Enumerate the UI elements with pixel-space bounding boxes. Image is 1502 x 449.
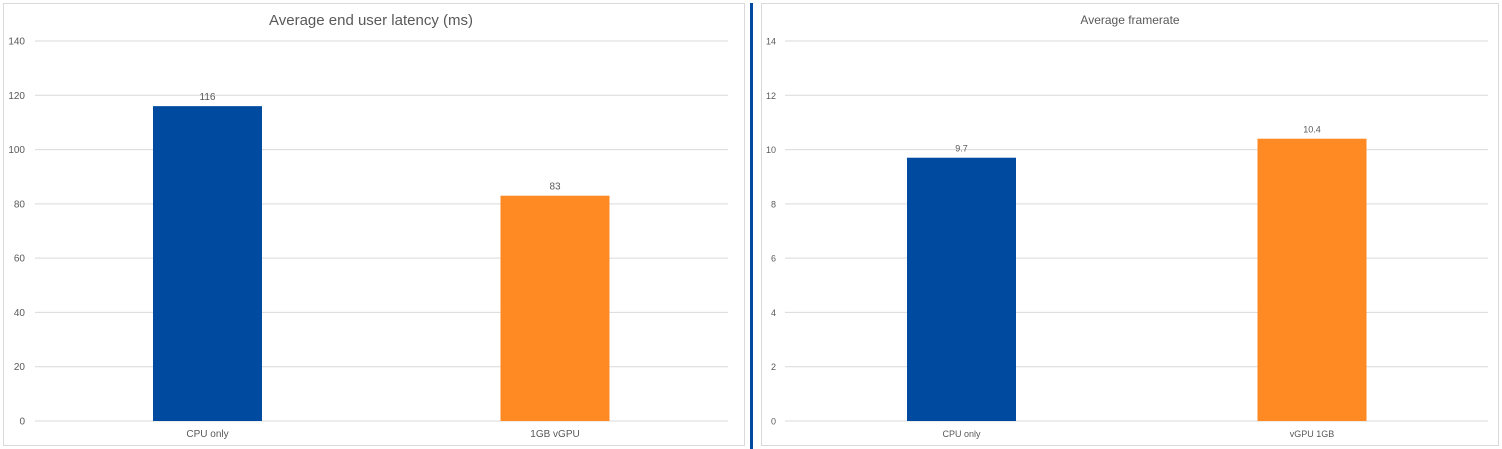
x-category-label: CPU only [186,429,228,440]
data-label: 83 [549,182,561,193]
data-label: 116 [200,92,216,103]
y-tick-label: 0 [771,417,776,427]
chart-framerate: Average framerate 0 2 4 6 8 10 12 14 9.7 CPU only 1… [766,13,1488,439]
y-tick-label: 60 [14,254,26,265]
y-tick-label: 10 [766,145,776,155]
y-tick-label: 100 [8,145,25,156]
x-category-label: vGPU 1GB [1290,429,1335,439]
x-category-label: 1GB vGPU [530,429,579,440]
y-tick-label: 4 [771,308,776,318]
bar-1gb-vgpu [500,195,610,421]
y-tick-label: 40 [14,308,26,319]
chart-frame-framerate [761,3,1499,446]
panel-divider [750,3,753,449]
y-tick-label: 12 [766,91,776,101]
chart-title: Average end user latency (ms) [269,12,473,29]
bar-cpu-only [907,157,1016,421]
y-tick-label: 20 [14,362,26,373]
bar-cpu-only [153,106,262,422]
bar-vgpu-1gb [1257,138,1367,421]
y-tick-label: 0 [19,417,25,428]
y-tick-label: 8 [771,199,776,209]
x-category-label: CPU only [942,429,981,439]
data-label: 9.7 [955,144,968,154]
y-tick-label: 80 [14,199,26,210]
y-tick-label: 120 [8,91,25,102]
y-tick-label: 14 [766,37,776,47]
chart-latency: Average end user latency (ms) 0 20 40 60 80 10… [8,12,728,440]
chart-frame-latency [3,3,745,446]
chart-title: Average framerate [1080,13,1179,27]
y-tick-label: 6 [771,254,776,264]
y-tick-label: 140 [8,37,25,48]
data-label: 10.4 [1303,125,1321,135]
y-tick-label: 2 [771,362,776,372]
